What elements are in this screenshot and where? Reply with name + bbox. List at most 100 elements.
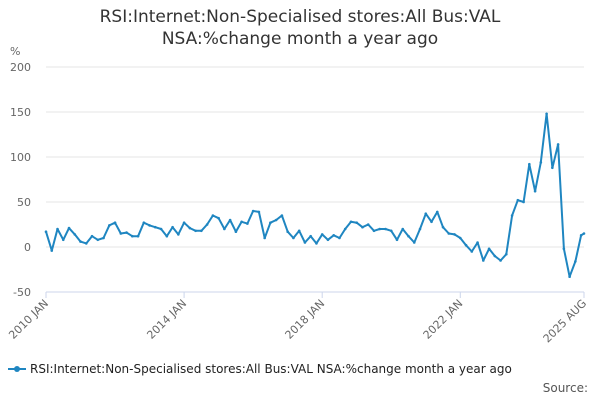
data-point — [303, 241, 307, 244]
data-point — [165, 234, 169, 238]
data-point — [539, 161, 543, 164]
data-point — [217, 216, 220, 220]
data-point — [142, 221, 146, 224]
data-point — [384, 227, 387, 231]
data-point — [44, 230, 48, 233]
y-tick-label: 150 — [10, 106, 31, 119]
data-point — [343, 227, 347, 231]
data-point — [366, 223, 370, 226]
data-point — [435, 210, 439, 214]
data-point — [171, 225, 174, 229]
data-point — [453, 233, 456, 236]
data-point — [107, 224, 111, 227]
data-point — [159, 227, 163, 231]
data-point — [56, 227, 59, 231]
data-point — [136, 234, 140, 238]
data-point — [372, 229, 376, 233]
data-point — [545, 112, 548, 116]
data-point — [522, 200, 525, 204]
data-point — [482, 259, 485, 262]
data-point — [309, 234, 312, 238]
data-point — [90, 234, 94, 238]
data-point — [200, 229, 203, 233]
data-point — [154, 225, 157, 229]
data-point — [447, 232, 451, 235]
data-point — [297, 229, 301, 233]
data-point — [205, 223, 209, 226]
x-tick-label: 2018 JAN — [283, 297, 328, 342]
legend-entry-label: RSI:Internet:Non-Specialised stores:All … — [30, 362, 512, 376]
series-layer — [44, 112, 586, 279]
data-point — [246, 222, 249, 225]
data-point — [240, 220, 243, 224]
data-point — [320, 233, 324, 236]
data-point — [223, 227, 226, 231]
data-point — [177, 233, 180, 236]
data-point — [470, 250, 474, 253]
data-point — [211, 214, 215, 217]
data-point — [50, 249, 54, 252]
series-line — [45, 112, 585, 278]
y-axis-unit-label: % — [10, 45, 20, 58]
data-point — [505, 252, 508, 256]
data-point — [401, 227, 405, 231]
data-point — [418, 227, 422, 231]
source-label: Source: — [542, 381, 588, 395]
data-point — [263, 236, 266, 240]
data-point — [280, 214, 284, 217]
data-point — [528, 162, 531, 166]
data-point — [441, 225, 445, 229]
data-point — [269, 221, 272, 224]
data-point — [338, 236, 341, 240]
data-point — [407, 234, 410, 238]
legend: RSI:Internet:Non-Specialised stores:All … — [8, 362, 512, 376]
x-axis-ticks: 2010 JAN 2014 JAN 2018 JAN 2022 JAN 2025 AUG — [6, 291, 590, 346]
data-point — [251, 209, 255, 213]
data-point — [125, 231, 128, 234]
y-axis-ticks: -50 0 50 100 150 200 — [10, 61, 31, 299]
data-point — [228, 218, 232, 222]
x-tick-label: 2014 JAN — [144, 297, 189, 342]
data-point — [286, 230, 289, 233]
data-point — [102, 236, 105, 240]
x-tick-label: 2025 AUG — [541, 297, 590, 346]
data-point — [326, 238, 330, 242]
data-point — [389, 229, 393, 233]
data-point — [73, 233, 77, 236]
data-point — [568, 275, 571, 279]
data-point — [84, 242, 88, 245]
data-point — [292, 236, 295, 240]
data-point — [458, 236, 462, 240]
data-point — [67, 226, 71, 230]
data-point — [188, 226, 192, 230]
y-tick-label: 200 — [10, 61, 31, 74]
data-point — [378, 227, 382, 231]
data-point — [510, 214, 514, 217]
chart-title-line-2: NSA:%change month a year ago — [161, 29, 439, 49]
data-point — [562, 247, 566, 251]
data-point — [315, 242, 318, 245]
x-tick-label: 2022 JAN — [421, 297, 466, 342]
x-tick-label: 2010 JAN — [6, 297, 51, 342]
data-point — [499, 259, 502, 262]
data-point — [579, 234, 583, 237]
legend-swatch — [8, 363, 26, 375]
y-tick-label: 0 — [24, 241, 31, 254]
data-point — [61, 238, 65, 242]
data-point — [119, 232, 123, 235]
data-point — [349, 220, 353, 224]
data-point — [194, 229, 197, 233]
data-point — [274, 218, 278, 222]
data-point — [332, 234, 336, 237]
data-point — [148, 224, 151, 227]
data-point — [257, 210, 261, 214]
data-point — [516, 198, 520, 202]
data-point — [533, 189, 537, 193]
y-tick-label: 100 — [10, 151, 31, 164]
chart-title: RSI:Internet:Non-Specialised stores:All … — [0, 6, 600, 50]
data-point — [182, 221, 186, 224]
chart-title-line-1: RSI:Internet:Non-Specialised stores:All … — [99, 7, 501, 27]
data-point — [424, 212, 428, 215]
data-point — [79, 240, 82, 243]
